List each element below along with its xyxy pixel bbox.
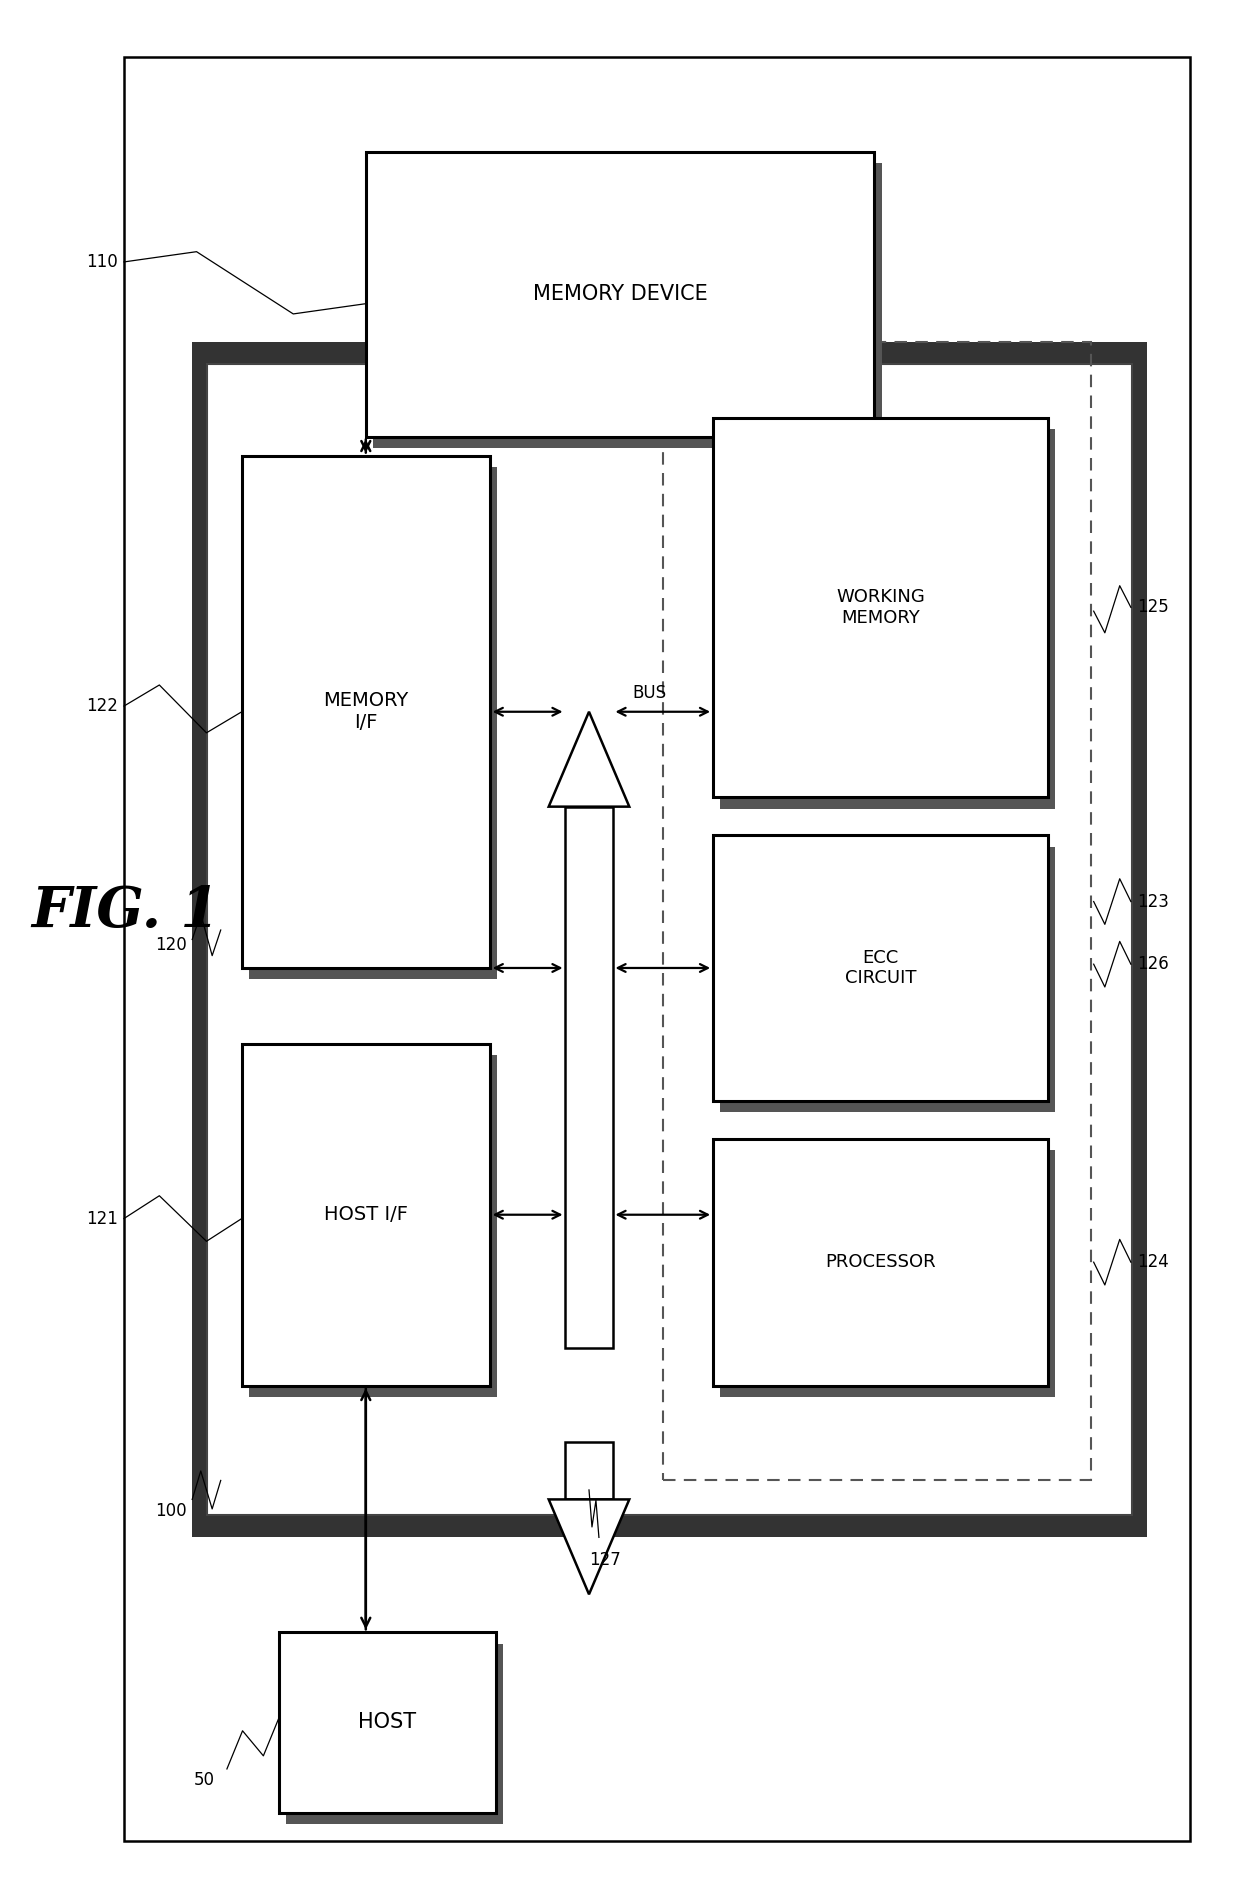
Bar bbox=[192, 342, 1147, 1537]
Text: MEMORY DEVICE: MEMORY DEVICE bbox=[533, 285, 707, 304]
Polygon shape bbox=[549, 712, 629, 807]
Bar bbox=[249, 1055, 497, 1397]
Bar bbox=[720, 847, 1055, 1112]
Text: MEMORY
I/F: MEMORY I/F bbox=[324, 691, 408, 733]
Bar bbox=[124, 57, 1190, 1841]
Bar bbox=[713, 418, 1048, 797]
Bar bbox=[373, 163, 882, 448]
Bar bbox=[249, 467, 497, 979]
Text: 125: 125 bbox=[1137, 598, 1169, 617]
Bar bbox=[720, 429, 1055, 809]
Bar bbox=[286, 1644, 503, 1824]
Text: 123: 123 bbox=[1137, 892, 1169, 911]
Text: WORKING
MEMORY: WORKING MEMORY bbox=[836, 588, 925, 626]
Text: 121: 121 bbox=[86, 1209, 118, 1228]
Text: ECC
CIRCUIT: ECC CIRCUIT bbox=[844, 949, 916, 987]
Bar bbox=[713, 835, 1048, 1101]
Text: 124: 124 bbox=[1137, 1253, 1169, 1272]
Polygon shape bbox=[549, 1499, 629, 1594]
Text: BUS: BUS bbox=[632, 685, 667, 702]
Bar bbox=[279, 1632, 496, 1813]
Bar bbox=[366, 152, 874, 437]
Bar bbox=[565, 807, 613, 1348]
Bar bbox=[720, 1150, 1055, 1397]
Text: 127: 127 bbox=[589, 1551, 621, 1570]
Text: HOST: HOST bbox=[358, 1712, 417, 1733]
Bar bbox=[713, 1139, 1048, 1386]
Text: FIG. 1: FIG. 1 bbox=[31, 884, 219, 938]
Bar bbox=[242, 456, 490, 968]
Text: 50: 50 bbox=[195, 1771, 215, 1790]
Text: 122: 122 bbox=[86, 697, 118, 716]
Text: 126: 126 bbox=[1137, 955, 1169, 974]
Text: 110: 110 bbox=[86, 252, 118, 271]
Text: 100: 100 bbox=[155, 1501, 187, 1520]
Bar bbox=[565, 1442, 613, 1499]
Text: PROCESSOR: PROCESSOR bbox=[825, 1253, 936, 1272]
Bar bbox=[207, 364, 1132, 1515]
Bar bbox=[663, 342, 1091, 1480]
Bar bbox=[242, 1044, 490, 1386]
Text: HOST I/F: HOST I/F bbox=[324, 1205, 408, 1224]
Text: 120: 120 bbox=[155, 936, 187, 955]
